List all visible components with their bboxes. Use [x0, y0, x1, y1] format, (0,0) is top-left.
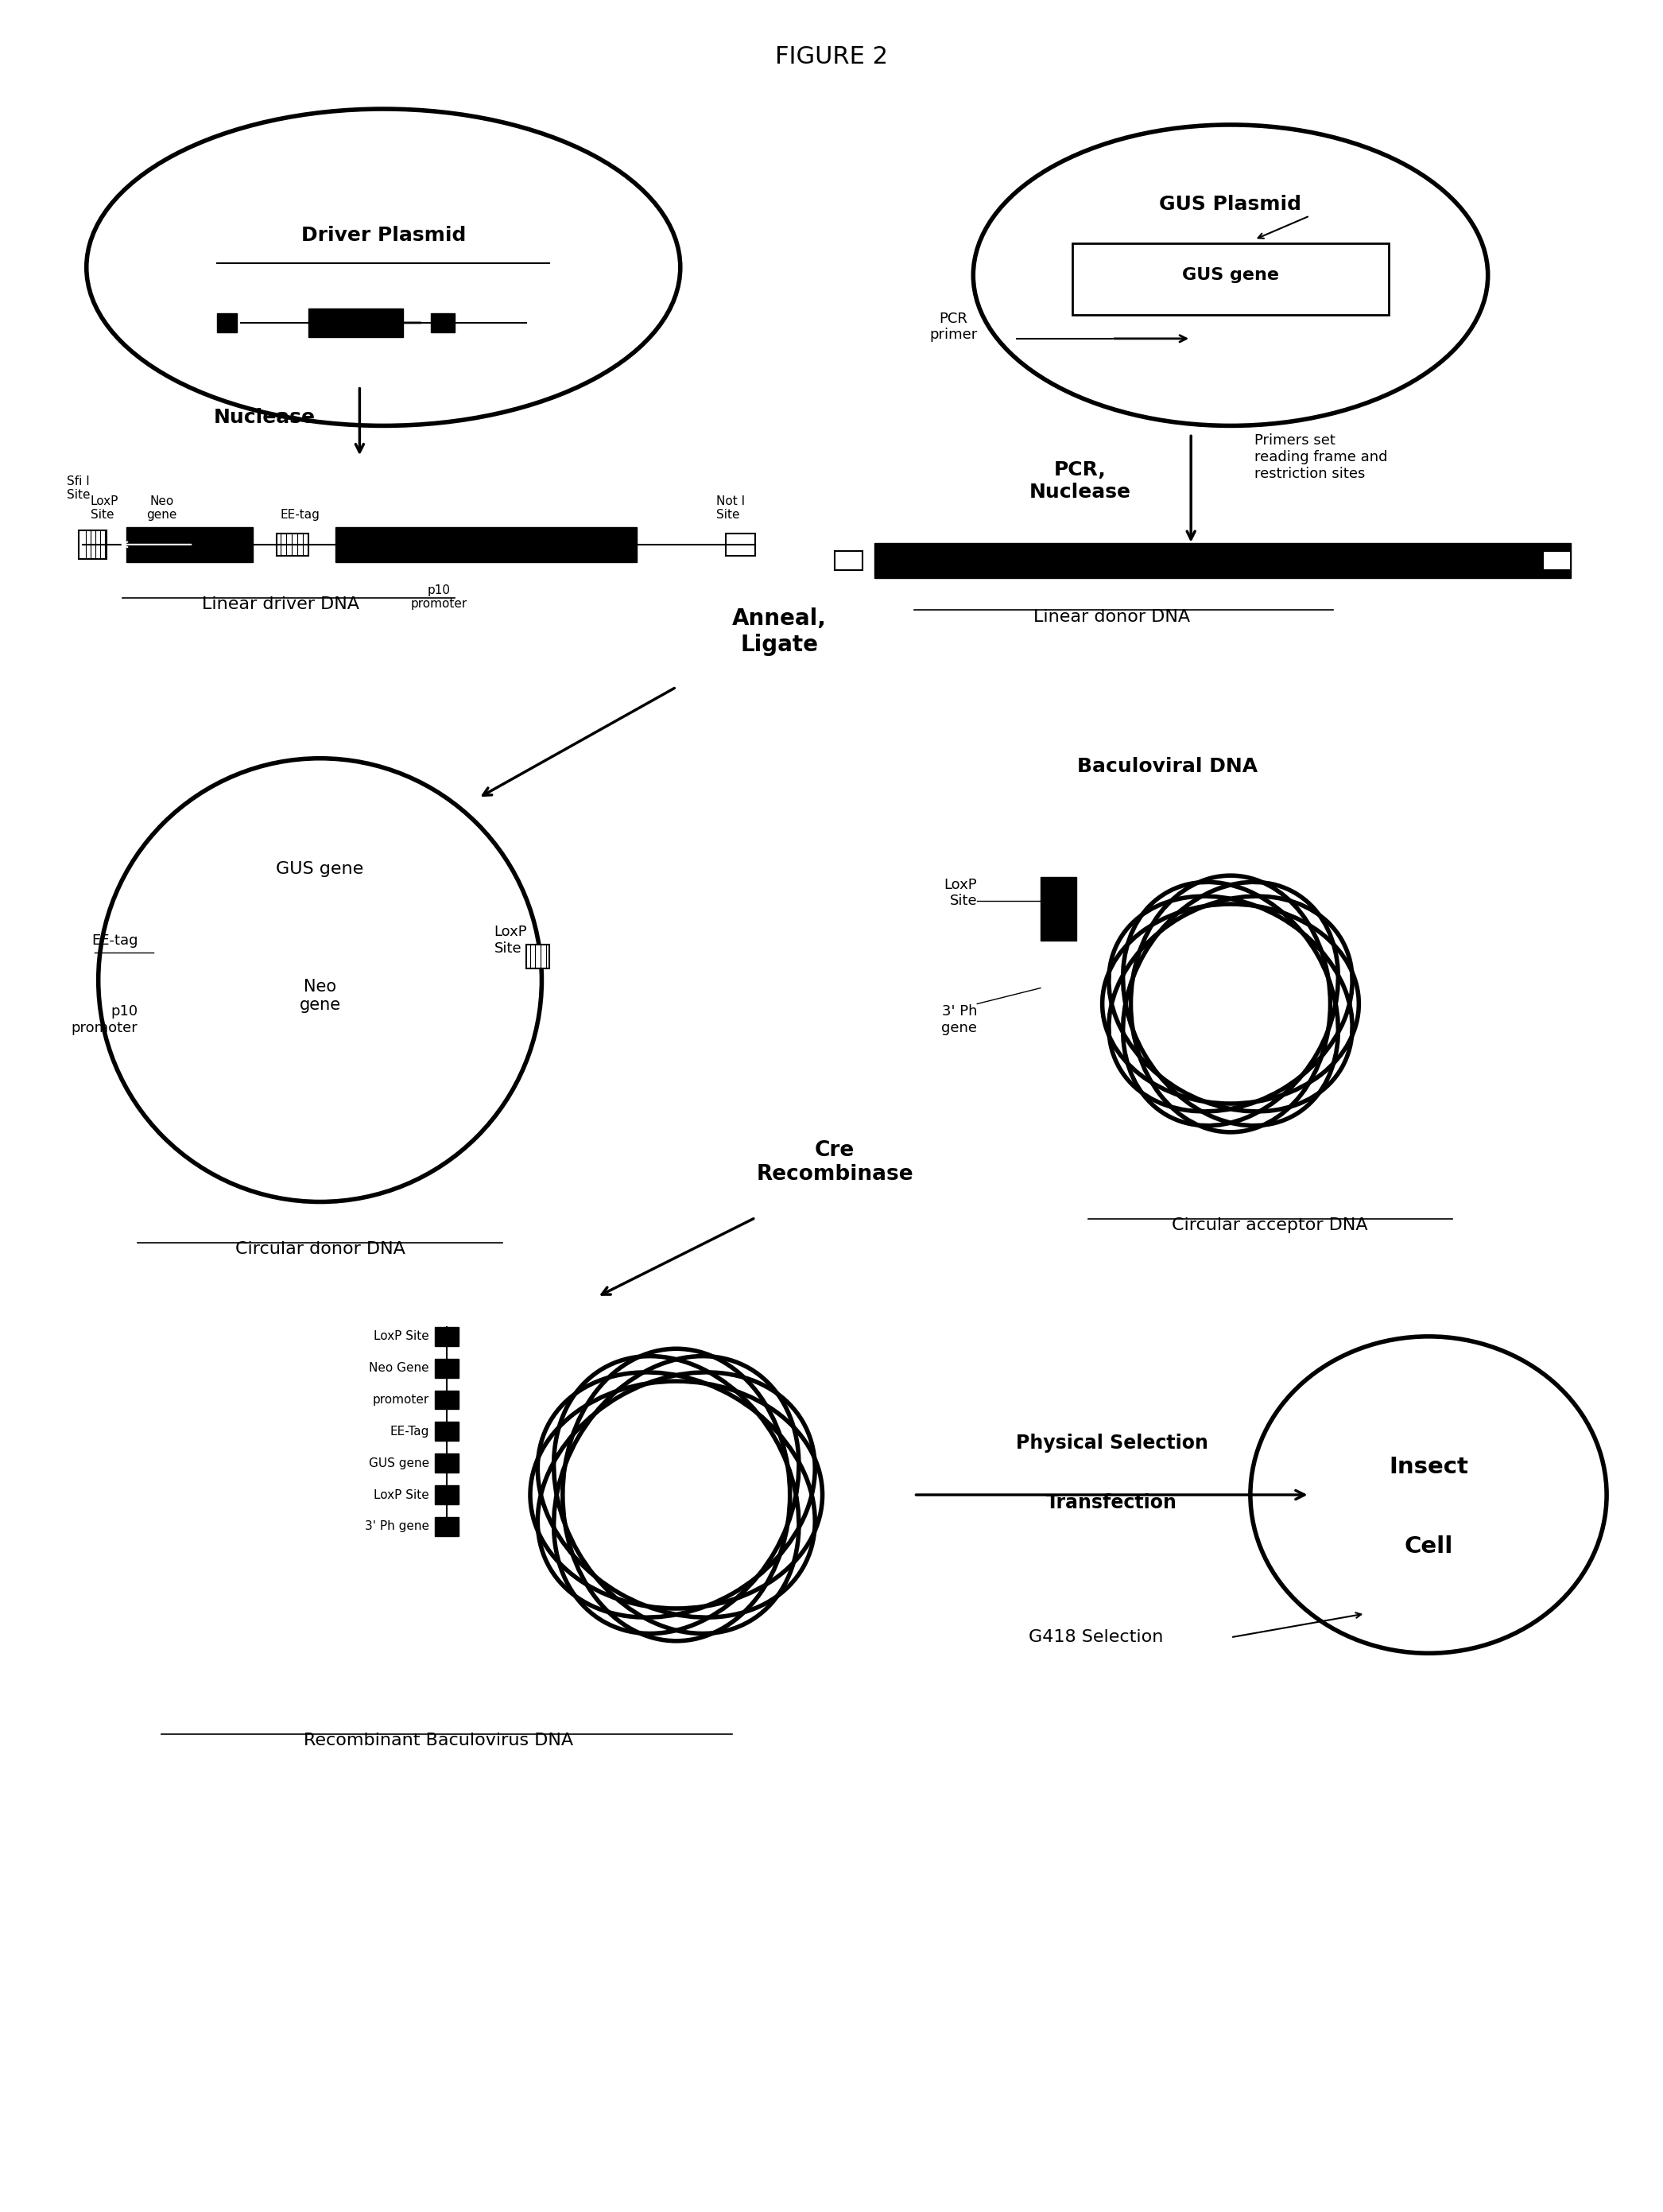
Text: Transfection: Transfection	[1046, 1493, 1177, 1513]
Text: PCR,
Nuclease: PCR, Nuclease	[1029, 460, 1131, 502]
Text: p10
promoter: p10 promoter	[72, 1004, 138, 1035]
Bar	[126, 526, 253, 562]
Text: Not I
Site: Not I Site	[715, 495, 745, 520]
Text: Insect: Insect	[1389, 1455, 1468, 1478]
Text: Cre
Recombinase: Cre Recombinase	[757, 1139, 913, 1183]
Bar	[434, 1422, 459, 1440]
Text: Nuclease: Nuclease	[215, 409, 316, 427]
Bar	[875, 542, 1572, 577]
Text: PCR
primer: PCR primer	[930, 312, 978, 343]
Text: Cell: Cell	[1404, 1535, 1453, 1557]
Text: Linear driver DNA: Linear driver DNA	[201, 595, 359, 613]
Text: LoxP
Site: LoxP Site	[90, 495, 118, 520]
Bar	[276, 533, 308, 555]
Text: GUS gene: GUS gene	[276, 860, 364, 878]
Text: EE-tag: EE-tag	[281, 509, 319, 520]
Text: Neo
gene: Neo gene	[299, 978, 341, 1013]
FancyBboxPatch shape	[1073, 243, 1389, 314]
Text: GUS gene: GUS gene	[1182, 268, 1279, 283]
Text: Physical Selection: Physical Selection	[1016, 1433, 1207, 1453]
Bar	[434, 1391, 459, 1409]
Text: Neo Gene: Neo Gene	[369, 1363, 429, 1374]
Bar	[78, 531, 106, 560]
Text: Baculoviral DNA: Baculoviral DNA	[1078, 757, 1257, 776]
Bar	[431, 314, 454, 332]
Bar	[526, 945, 550, 969]
Text: EE-Tag: EE-Tag	[391, 1425, 429, 1438]
Text: Linear donor DNA: Linear donor DNA	[1033, 611, 1191, 626]
Text: Sfi I
Site: Sfi I Site	[67, 476, 90, 500]
Text: Circular acceptor DNA: Circular acceptor DNA	[1172, 1217, 1369, 1234]
Text: Anneal,
Ligate: Anneal, Ligate	[732, 608, 827, 655]
Bar	[434, 1327, 459, 1345]
Bar	[308, 307, 402, 336]
Bar	[434, 1484, 459, 1504]
Bar	[835, 551, 863, 571]
Text: LoxP Site: LoxP Site	[374, 1329, 429, 1343]
Text: Neo
gene: Neo gene	[146, 495, 176, 520]
Text: GUS gene: GUS gene	[369, 1458, 429, 1469]
Text: Primers set
reading frame and
restriction sites: Primers set reading frame and restrictio…	[1254, 434, 1387, 480]
Text: 3' Ph
gene: 3' Ph gene	[941, 1004, 978, 1035]
Bar	[434, 1453, 459, 1473]
Text: G418 Selection: G418 Selection	[1029, 1630, 1164, 1646]
Text: promoter: promoter	[373, 1394, 429, 1407]
Text: FIGURE 2: FIGURE 2	[775, 46, 888, 69]
Bar	[336, 526, 637, 562]
Text: Driver Plasmid: Driver Plasmid	[301, 226, 466, 246]
Text: LoxP
Site: LoxP Site	[945, 878, 978, 909]
Bar	[434, 1358, 459, 1378]
Bar	[1543, 551, 1572, 571]
Text: GUS Plasmid: GUS Plasmid	[1159, 195, 1302, 215]
Text: Recombinant Baculovirus DNA: Recombinant Baculovirus DNA	[304, 1732, 574, 1747]
Text: 3' Ph gene: 3' Ph gene	[364, 1520, 429, 1533]
Text: Circular donor DNA: Circular donor DNA	[234, 1241, 406, 1256]
Text: EE-tag: EE-tag	[91, 933, 138, 947]
Text: p10
promoter: p10 promoter	[411, 584, 467, 611]
Bar	[434, 1517, 459, 1535]
Text: LoxP
Site: LoxP Site	[494, 925, 527, 956]
Text: LoxP Site: LoxP Site	[374, 1489, 429, 1500]
Bar	[218, 314, 236, 332]
Bar	[1041, 878, 1076, 940]
Bar	[725, 533, 755, 555]
